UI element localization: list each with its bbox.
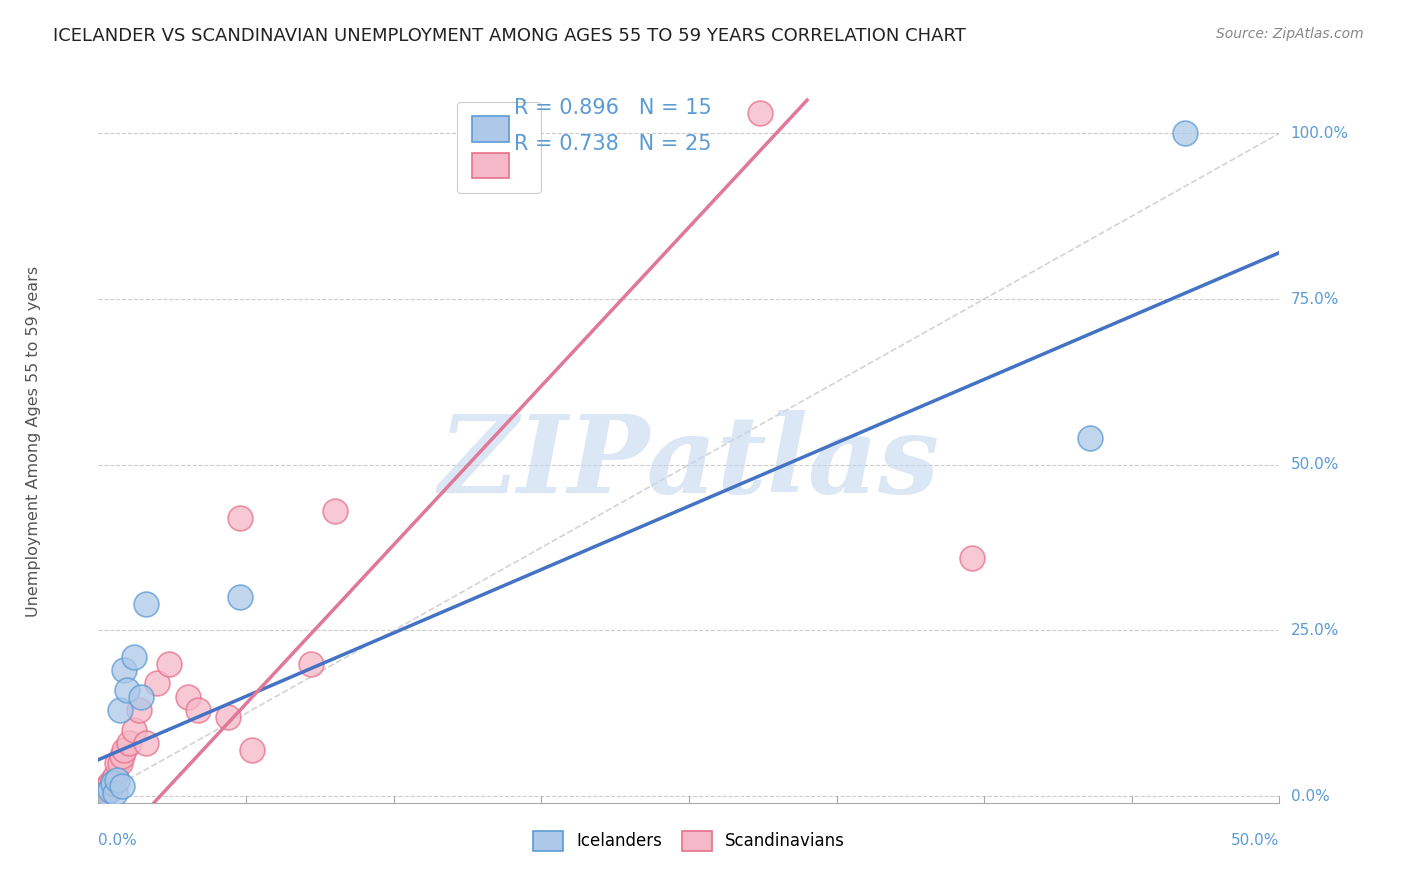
Point	[323, 504, 346, 518]
Text: 25.0%: 25.0%	[1291, 623, 1339, 638]
Point	[101, 772, 124, 787]
Point	[91, 786, 114, 800]
Point	[135, 597, 157, 611]
Point	[94, 782, 117, 797]
Point	[229, 591, 252, 605]
Point	[962, 550, 984, 565]
Point	[112, 743, 135, 757]
Point	[112, 663, 135, 677]
Point	[94, 786, 117, 800]
Point	[157, 657, 180, 671]
Point	[115, 683, 138, 698]
Point	[129, 690, 152, 704]
Point	[98, 776, 121, 790]
Text: 0.0%: 0.0%	[98, 833, 138, 848]
Point	[122, 723, 145, 737]
Point	[98, 782, 121, 797]
Point	[104, 769, 127, 783]
Point	[97, 779, 120, 793]
Text: R = 0.738   N = 25: R = 0.738 N = 25	[515, 134, 711, 153]
Text: 75.0%: 75.0%	[1291, 292, 1339, 307]
Point	[104, 786, 127, 800]
Point	[1174, 126, 1197, 140]
Text: ICELANDER VS SCANDINAVIAN UNEMPLOYMENT AMONG AGES 55 TO 59 YEARS CORRELATION CHA: ICELANDER VS SCANDINAVIAN UNEMPLOYMENT A…	[53, 27, 966, 45]
Text: 50.0%: 50.0%	[1232, 833, 1279, 848]
Text: 100.0%: 100.0%	[1291, 126, 1348, 141]
Point	[135, 736, 157, 750]
Text: R = 0.896   N = 15: R = 0.896 N = 15	[515, 98, 711, 118]
Text: 0.0%: 0.0%	[1291, 789, 1329, 804]
Point	[122, 650, 145, 665]
Point	[105, 772, 128, 787]
Point	[111, 749, 134, 764]
Point	[111, 779, 134, 793]
Point	[105, 756, 128, 770]
Point	[187, 703, 209, 717]
Text: Unemployment Among Ages 55 to 59 years: Unemployment Among Ages 55 to 59 years	[25, 266, 41, 617]
Text: 50.0%: 50.0%	[1291, 458, 1339, 472]
Point	[177, 690, 200, 704]
Point	[229, 510, 252, 524]
Text: Source: ZipAtlas.com: Source: ZipAtlas.com	[1216, 27, 1364, 41]
Point	[299, 657, 322, 671]
Point	[146, 676, 169, 690]
Point	[1080, 431, 1102, 445]
Point	[118, 736, 141, 750]
Point	[240, 743, 263, 757]
Point	[128, 703, 150, 717]
Text: ZIPatlas: ZIPatlas	[439, 410, 939, 516]
Point	[748, 106, 770, 120]
Point	[108, 756, 131, 770]
Legend: Icelanders, Scandinavians: Icelanders, Scandinavians	[524, 822, 853, 860]
Point	[108, 703, 131, 717]
Point	[217, 709, 239, 723]
Point	[101, 776, 124, 790]
